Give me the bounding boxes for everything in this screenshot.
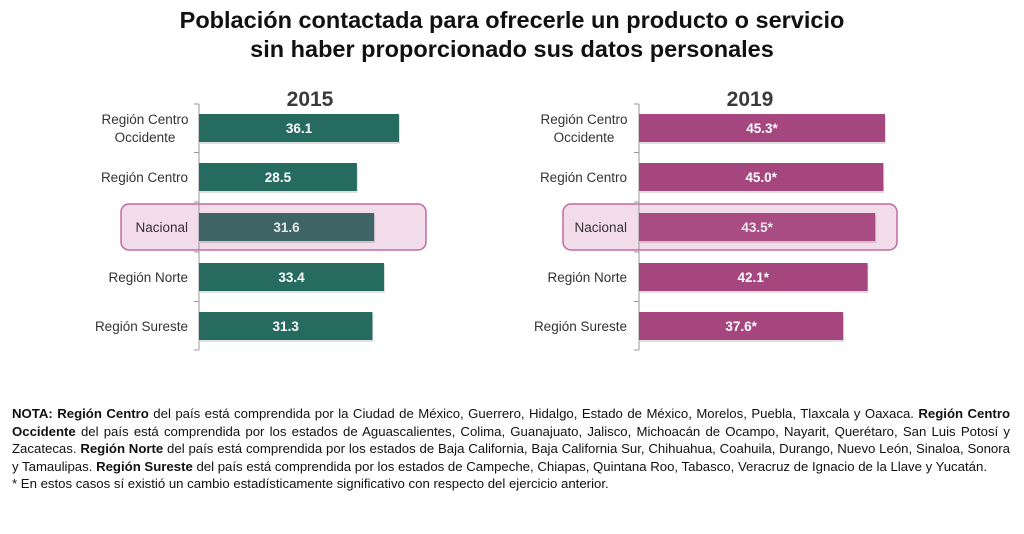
category-label-line: Región Centro (101, 112, 188, 127)
category-label: Nacional (574, 220, 627, 235)
category-label: Región Centro Occidente (101, 112, 188, 145)
note-bold-term: Región Sureste (96, 458, 193, 474)
data-label: 42.1* (738, 270, 770, 285)
category-label-line: Región Norte (108, 270, 188, 285)
note-segment: del país está comprendida por la Ciudad … (148, 406, 919, 421)
bar-regi-n-norte (199, 263, 385, 291)
category-label-line: Región Centro (540, 170, 627, 185)
category-label-line: Nacional (135, 220, 188, 235)
data-label: 31.6 (273, 220, 300, 235)
chart-title: Población contactada para ofrecerle un p… (0, 6, 1024, 64)
category-label: Región Sureste (95, 319, 188, 334)
category-label: Nacional (135, 220, 188, 235)
data-label: 45.0* (745, 170, 777, 185)
bar-regi-n-centro (199, 163, 357, 191)
bar-regi-n-sureste (639, 312, 844, 340)
bar-nacional (199, 213, 375, 241)
category-label-line: Región Norte (547, 270, 627, 285)
bar-regi-n-centro-occidente (199, 114, 399, 142)
note-bold-term: NOTA: Región Centro (12, 406, 149, 421)
note-segment: del país está comprendida por los estado… (12, 423, 1010, 457)
panel-title: 2015 (287, 88, 334, 111)
data-label: 45.3* (746, 121, 778, 136)
footnote-text: * En estos casos sí existió un cambio es… (12, 476, 609, 492)
data-label: 28.5 (265, 170, 292, 185)
category-label-line: Región Centro (540, 112, 627, 127)
note-segment: del país está comprendida por los estado… (192, 458, 987, 474)
data-label: 31.3 (273, 319, 300, 334)
category-label: Región Centro (540, 170, 627, 185)
category-label-line: Región Sureste (95, 319, 188, 334)
bar-regi-n-centro (639, 163, 884, 191)
data-label: 33.4 (278, 270, 305, 285)
bar-chart-2019: 2019 45.3* Región Centro Occidente 45.0* Regi… (534, 88, 898, 351)
bar-nacional (639, 213, 876, 241)
note-bold-term: Región Centro Occidente (12, 406, 1011, 439)
category-label-line: Nacional (574, 220, 627, 235)
chart-title-line-2: sin haber proporcionado sus datos person… (250, 36, 774, 62)
bar-regi-n-sureste (199, 312, 373, 340)
chart-title-line-1: Población contactada para ofrecerle un p… (179, 7, 845, 33)
category-label-line: Occidente (115, 130, 176, 145)
note-block: NOTA: Región Centro del país está compre… (12, 405, 1010, 493)
data-label: 36.1 (286, 121, 313, 136)
category-label-line: Región Sureste (534, 319, 627, 334)
data-label: 37.6* (725, 319, 757, 334)
category-label: Región Sureste (534, 319, 627, 334)
category-label: Región Centro (101, 170, 188, 185)
panel-title: 2019 (727, 88, 774, 111)
category-label: Región Centro Occidente (540, 112, 627, 145)
note-bold-term: Región Norte (80, 441, 164, 457)
bar-chart-2015: 2015 36.1 Región Centro Occidente 28.5 Región… (95, 88, 427, 351)
category-label: Región Norte (547, 270, 627, 285)
category-label-line: Occidente (554, 130, 615, 145)
data-label: 43.5* (741, 220, 773, 235)
note-segment: del país está comprendida por los estado… (12, 441, 1010, 474)
bar-regi-n-centro-occidente (639, 114, 885, 142)
category-label-line: Región Centro (101, 170, 188, 185)
note-text: NOTA: Región Centro del país está compre… (12, 405, 1010, 475)
charts-area: 2015 36.1 Región Centro Occidente 28.5 Región… (95, 88, 898, 351)
bar-regi-n-norte (639, 263, 868, 291)
category-label: Región Norte (108, 270, 188, 285)
